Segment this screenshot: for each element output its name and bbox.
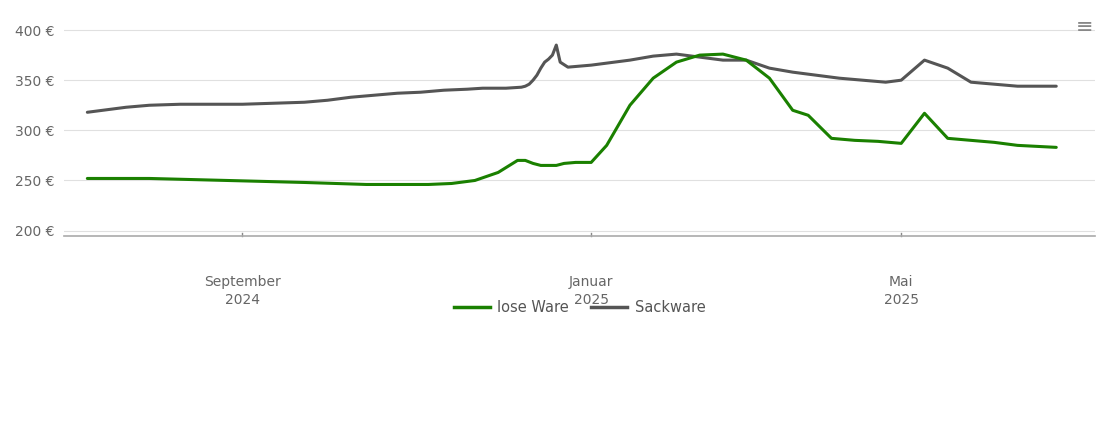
Legend: lose Ware, Sackware: lose Ware, Sackware <box>447 294 712 321</box>
Text: Mai
2025: Mai 2025 <box>884 274 919 307</box>
Text: Januar
2025: Januar 2025 <box>569 274 614 307</box>
Text: ≡: ≡ <box>1076 17 1093 37</box>
Text: September
2024: September 2024 <box>204 274 281 307</box>
